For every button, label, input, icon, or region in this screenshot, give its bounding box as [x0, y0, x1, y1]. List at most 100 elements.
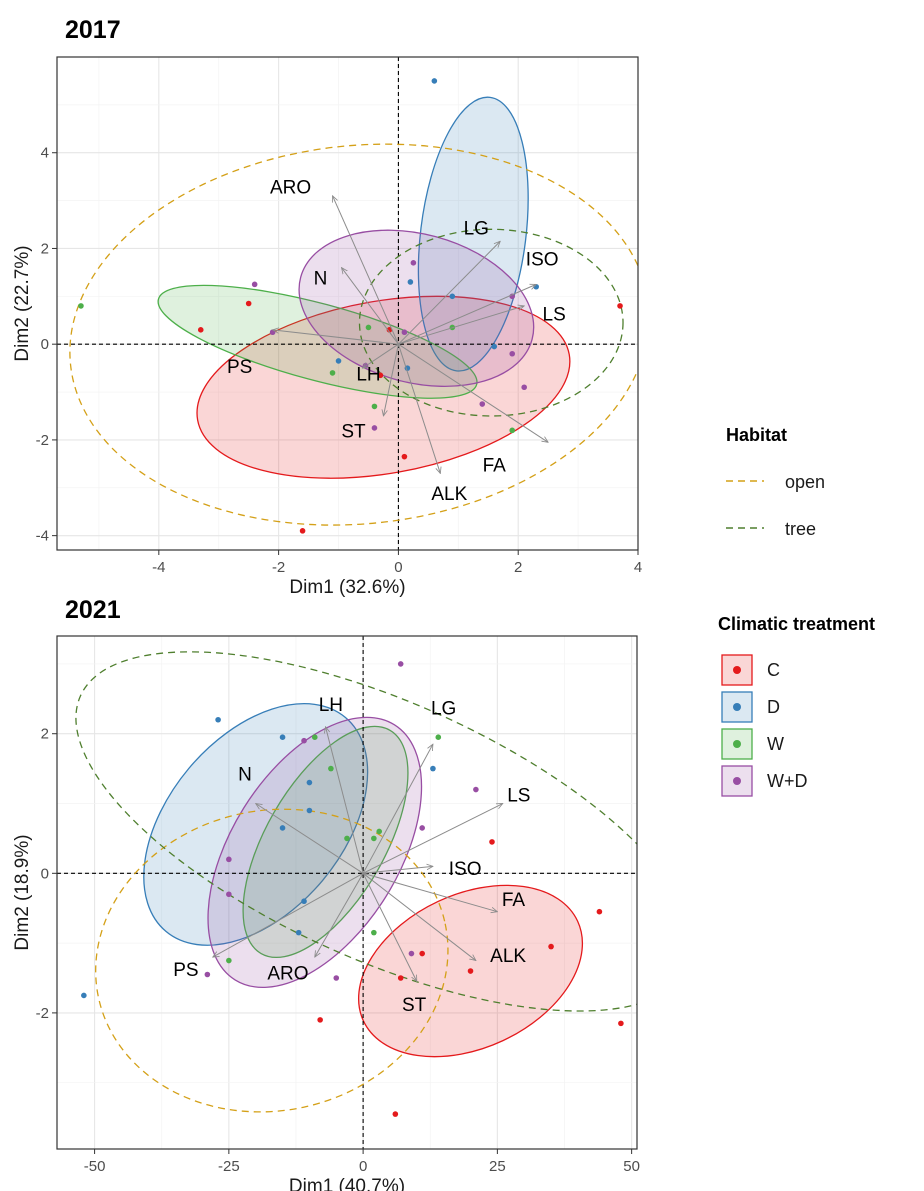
plot-area: ARO LG ISO N LS PS LH ST FA ALK: [57, 57, 638, 550]
variable-label-n: N: [314, 269, 328, 290]
variable-label-st: ST: [341, 422, 366, 443]
vector-aro: [332, 196, 399, 345]
point-wd: [226, 856, 232, 863]
vector-ps: [273, 330, 399, 345]
point-d: [407, 279, 414, 285]
point-w: [78, 303, 84, 309]
x-axis-title: Dim1 (32.6%): [289, 577, 405, 598]
point-wd: [521, 384, 527, 391]
panel-title: 2017: [65, 16, 121, 44]
y-tick-label: 0: [41, 336, 49, 353]
point-d: [491, 343, 498, 350]
panel-2021: 2021 LH LG N LS ISO FA ALK PS ARO ST -50 -25 0 25 50 -2 0…: [12, 596, 640, 1191]
point-d: [306, 807, 313, 814]
variable-label-ls: LS: [507, 786, 530, 807]
point-d: [215, 716, 221, 723]
legend-label-tree: tree: [785, 519, 816, 539]
panel-title: 2021: [65, 596, 121, 624]
point-wd: [401, 329, 408, 336]
point-w: [509, 427, 516, 434]
plot-frame: [56, 56, 639, 551]
x-tick-label: -25: [218, 1158, 240, 1175]
variable-label-aro: ARO: [270, 178, 311, 199]
habitat-ellipse-tree: [75, 651, 637, 1012]
x-tick-label: 0: [394, 559, 402, 576]
ellipse-d: [417, 96, 529, 372]
point-wd: [226, 891, 232, 898]
vector-n: [256, 804, 364, 874]
vector-n: [342, 268, 399, 345]
legend-key-box-d: [721, 691, 753, 723]
point-c: [401, 453, 408, 460]
point-c: [197, 327, 204, 333]
point-d: [279, 734, 286, 741]
legend-title-habitat: Habitat: [726, 425, 787, 445]
vector-fa: [362, 872, 497, 911]
point-wd: [473, 786, 479, 793]
y-axis-title: Dim2 (18.9%): [12, 834, 33, 950]
vector-alk: [362, 872, 476, 960]
variable-label-fa: FA: [502, 890, 526, 911]
ellipse-w: [157, 284, 478, 399]
point-w: [311, 734, 318, 741]
point-w: [371, 835, 377, 842]
legend-key-dot-c: [733, 666, 741, 674]
point-d: [431, 78, 438, 84]
point-wd: [410, 260, 417, 266]
legend-label-c: C: [767, 660, 780, 680]
plot-background: [57, 636, 637, 1149]
plot-background: [57, 57, 638, 550]
y-tick-label: 4: [41, 145, 49, 162]
point-wd: [371, 425, 378, 431]
point-c: [596, 908, 603, 915]
x-tick-label: 4: [634, 559, 642, 576]
point-c: [317, 1017, 323, 1023]
point-c: [377, 372, 384, 379]
variable-label-aro: ARO: [267, 964, 308, 985]
point-d: [279, 825, 286, 831]
point-wd: [251, 281, 258, 288]
x-tick-label: 0: [359, 1158, 367, 1175]
point-d: [301, 898, 307, 905]
y-axis-title: Dim2 (22.7%): [12, 245, 33, 361]
variable-label-lg: LG: [464, 218, 489, 239]
variable-label-ps: PS: [227, 357, 252, 378]
y-tick-label: 2: [41, 240, 49, 257]
variable-label-n: N: [238, 765, 252, 786]
plot-frame: [56, 635, 638, 1150]
point-d: [295, 929, 302, 936]
variable-label-lh: LH: [319, 695, 343, 716]
point-c: [397, 975, 404, 981]
legend-label-wd: W+D: [767, 771, 808, 791]
point-d: [81, 992, 87, 999]
variable-label-iso: ISO: [526, 249, 559, 270]
point-wd: [397, 661, 404, 667]
variable-label-iso: ISO: [449, 859, 482, 880]
point-c: [467, 968, 474, 974]
x-tick-label: -4: [152, 559, 165, 576]
legend-key-dot-d: [733, 703, 741, 711]
x-tick-label: 50: [623, 1158, 640, 1175]
point-wd: [301, 737, 307, 744]
vector-lg: [362, 744, 433, 874]
vector-st: [362, 873, 417, 981]
variable-label-alk: ALK: [490, 946, 526, 967]
vector-lh: [326, 727, 364, 874]
habitat-ellipse-tree: [358, 228, 624, 417]
variable-label-lh: LH: [356, 364, 380, 385]
legend-label-w: W: [767, 734, 784, 754]
ellipse-wd: [207, 716, 423, 989]
grid: [57, 57, 638, 550]
point-c: [245, 300, 252, 307]
variable-label-fa: FA: [483, 455, 507, 476]
point-d: [306, 779, 313, 786]
habitat-ellipse-open: [69, 143, 638, 526]
vector-ls: [362, 804, 503, 874]
vector-st: [383, 344, 399, 416]
point-w: [365, 324, 372, 331]
variable-label-alk: ALK: [431, 484, 467, 505]
point-wd: [204, 971, 211, 978]
x-axis-title: Dim1 (40.7%): [289, 1176, 405, 1191]
variable-label-lg: LG: [431, 698, 456, 719]
legend-label-d: D: [767, 697, 780, 717]
